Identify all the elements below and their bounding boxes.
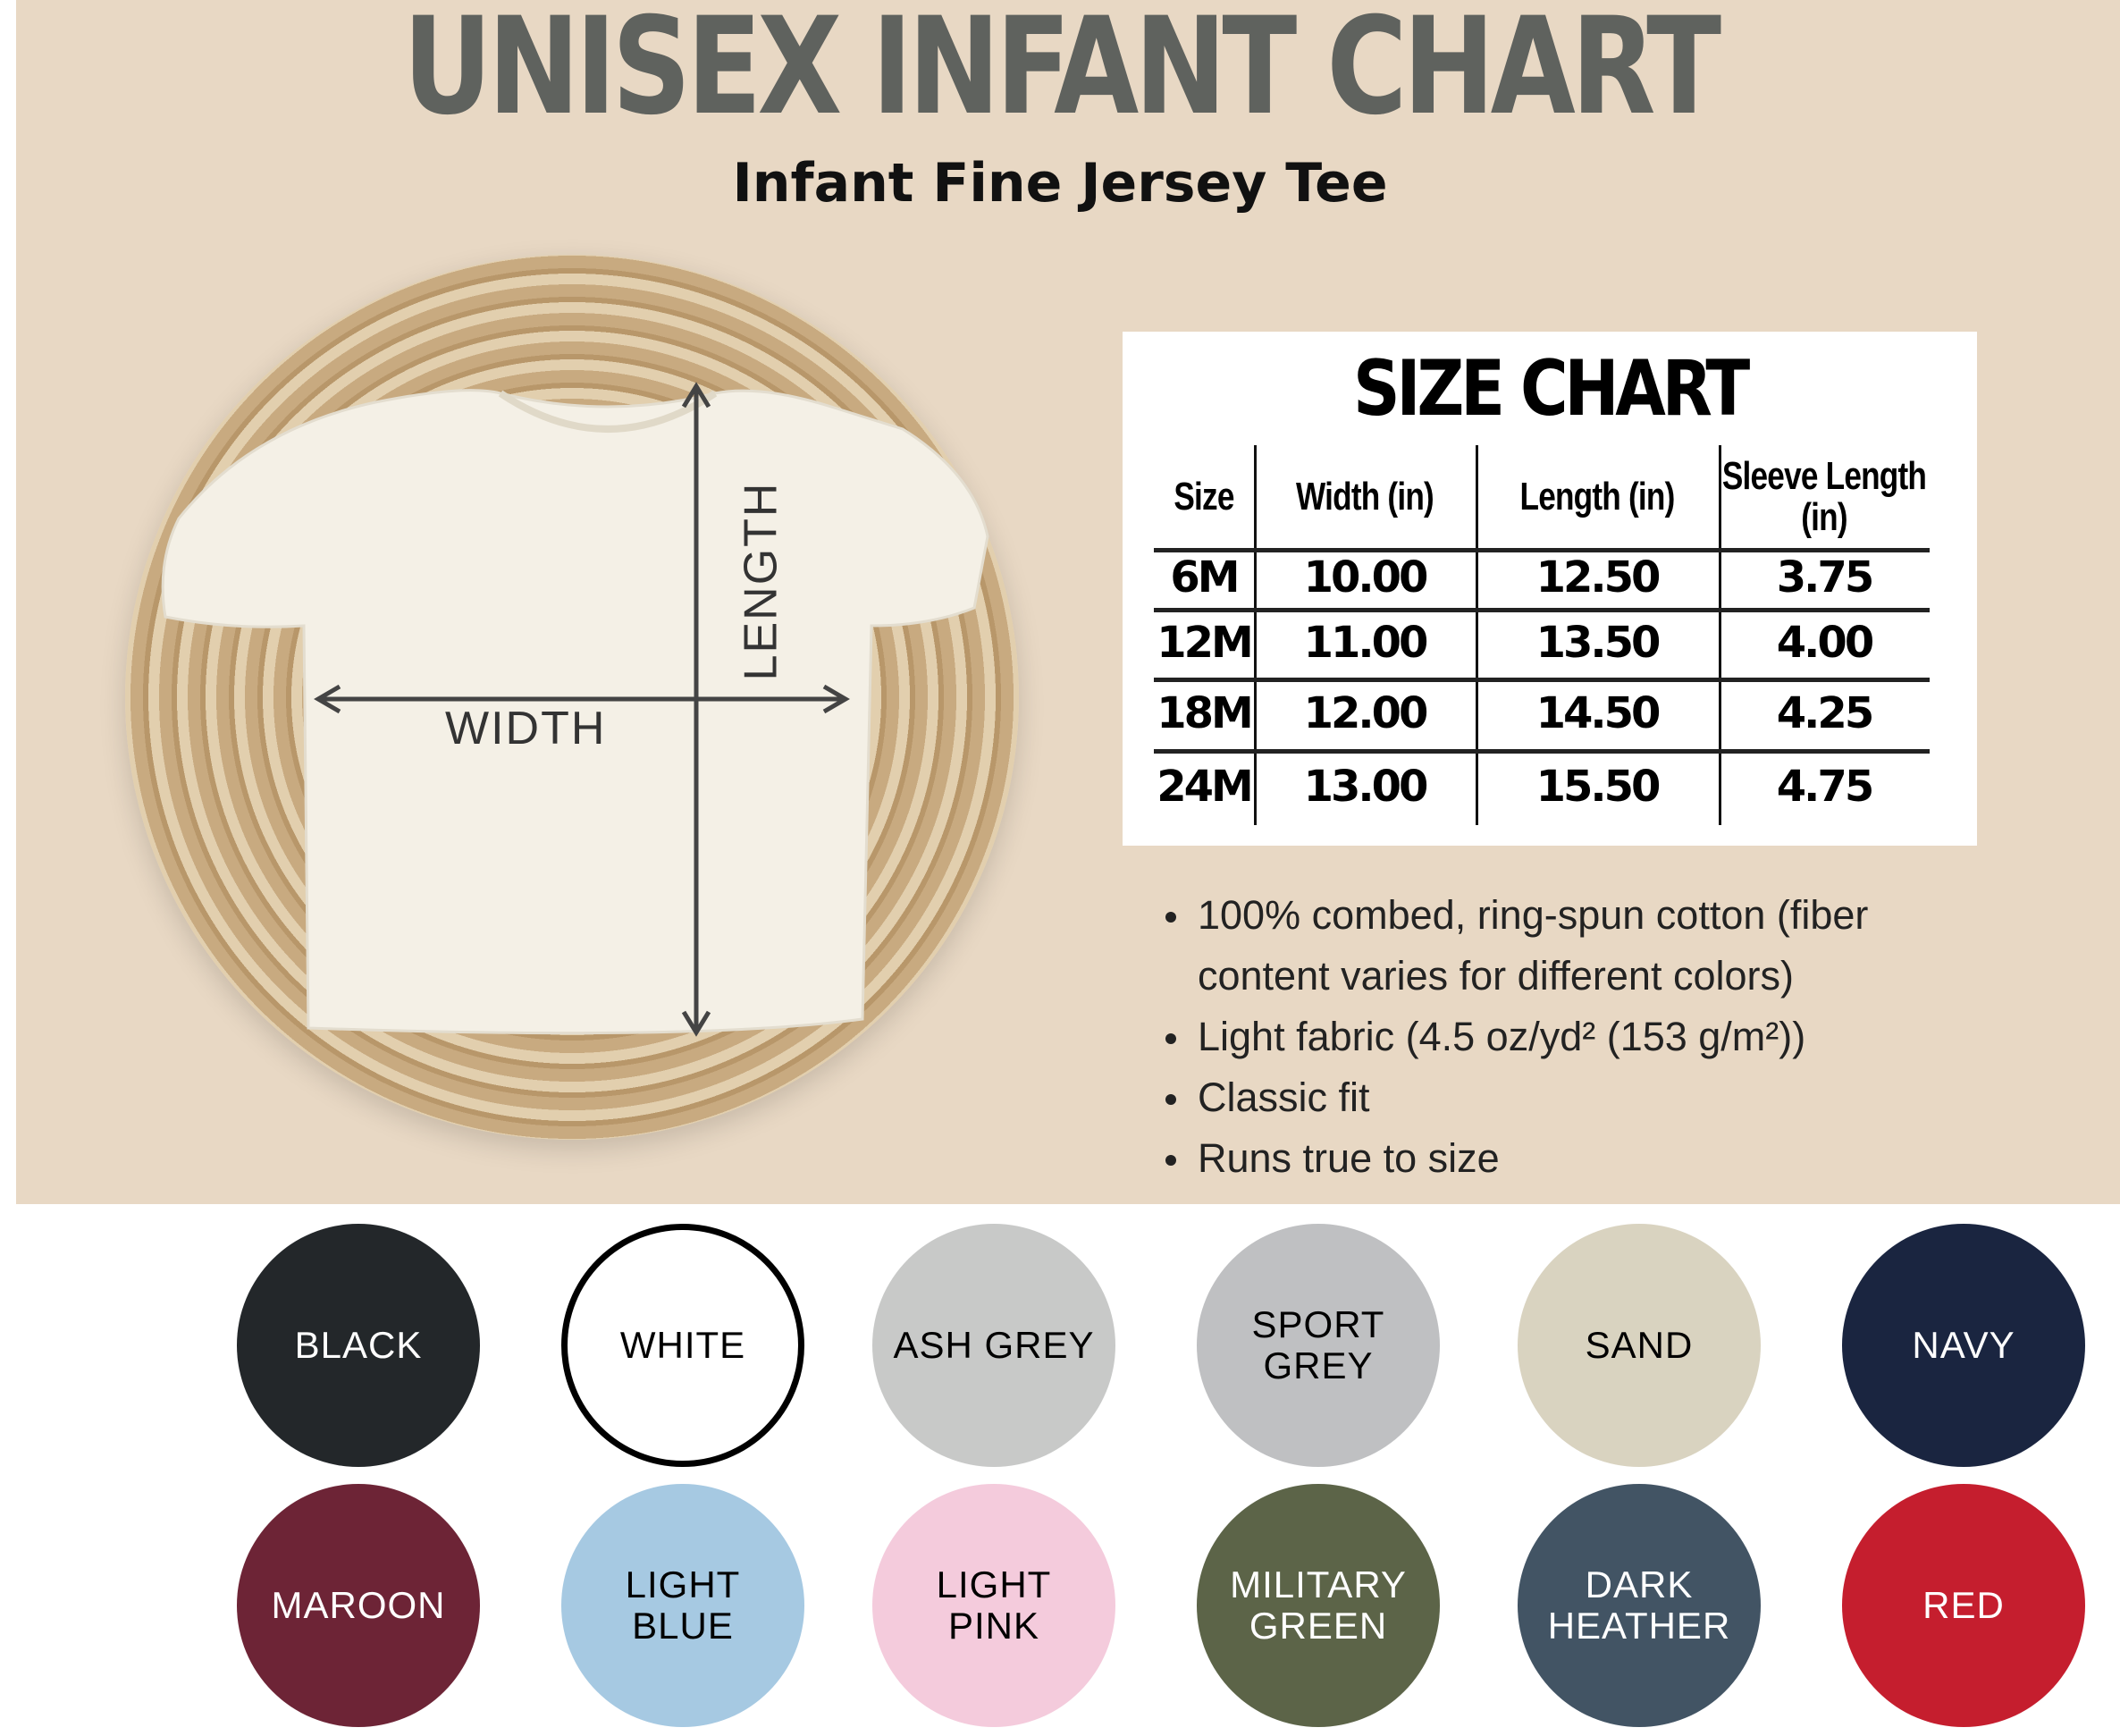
table-header-label: Length (in): [1519, 474, 1675, 518]
color-swatch-black: BLACK: [237, 1224, 480, 1467]
table-column-divider: [1254, 445, 1257, 825]
table-cell: 10.00: [1303, 552, 1429, 603]
width-label: WIDTH: [445, 703, 607, 754]
color-swatch-label: MILITARY GREEN: [1230, 1563, 1407, 1647]
size-chart-title: SIZE CHART: [1352, 344, 1750, 434]
table-row-divider: [1154, 548, 1930, 552]
table-cell: 12M: [1157, 617, 1254, 668]
table-column-divider: [1476, 445, 1478, 825]
color-swatch-label: LIGHT BLUE: [625, 1563, 741, 1647]
table-cell: 3.75: [1776, 552, 1874, 603]
table-row-divider: [1154, 608, 1930, 612]
tshirt-shape: [161, 389, 989, 1035]
color-swatch-label: BLACK: [294, 1324, 423, 1366]
table-cell: 13.00: [1303, 762, 1429, 813]
page-title: UNISEX INFANT CHART: [402, 0, 1721, 145]
table-cell: 13.50: [1535, 617, 1662, 668]
table-header-label: Width (in): [1296, 474, 1434, 518]
width-arrow: [314, 684, 850, 714]
table-cell: 11.00: [1303, 617, 1429, 668]
color-swatch-label: SAND: [1585, 1324, 1694, 1366]
table-header-cell: Size: [1154, 445, 1254, 548]
feature-item: Light fabric (4.5 oz/yd² (153 g/m²)): [1165, 1007, 1966, 1067]
color-swatch-label: RED: [1922, 1584, 2005, 1626]
color-swatch-label: SPORT GREY: [1251, 1303, 1385, 1386]
color-swatch-label: DARK HEATHER: [1547, 1563, 1731, 1647]
table-header-label: Sleeve Length (in): [1721, 453, 1927, 539]
color-swatch-sport-grey: SPORT GREY: [1197, 1224, 1440, 1467]
color-swatch-white: WHITE: [561, 1224, 804, 1467]
table-cell: 4.75: [1776, 762, 1874, 813]
table-row-divider: [1154, 678, 1930, 682]
table-cell: 4.25: [1776, 687, 1874, 738]
feature-item: Runs true to size: [1165, 1128, 1966, 1189]
table-cell: 15.50: [1535, 762, 1662, 813]
table-header-cell: Length (in): [1476, 445, 1719, 548]
color-swatch-label: WHITE: [619, 1324, 746, 1366]
table-header-label: Size: [1174, 474, 1234, 518]
color-swatch-label: NAVY: [1912, 1324, 2015, 1366]
color-swatch-navy: NAVY: [1842, 1224, 2085, 1467]
color-swatch-ash-grey: ASH GREY: [872, 1224, 1115, 1467]
table-cell: 6M: [1170, 552, 1240, 603]
feature-list: 100% combed, ring-spun cotton (fiber con…: [1165, 885, 1966, 1189]
table-cell: 14.50: [1535, 687, 1662, 738]
color-swatch-dark-heather: DARK HEATHER: [1518, 1484, 1761, 1727]
color-swatch-light-blue: LIGHT BLUE: [561, 1484, 804, 1727]
color-swatch-label: LIGHT PINK: [936, 1563, 1052, 1647]
length-label: LENGTH: [735, 481, 787, 681]
color-swatch-sand: SAND: [1518, 1224, 1761, 1467]
feature-item: 100% combed, ring-spun cotton (fiber con…: [1165, 885, 1966, 1007]
color-swatch-label: MAROON: [271, 1584, 446, 1626]
table-column-divider: [1719, 445, 1721, 825]
table-header-cell: Width (in): [1254, 445, 1476, 548]
color-swatch-red: RED: [1842, 1484, 2085, 1727]
color-swatch-military-green: MILITARY GREEN: [1197, 1484, 1440, 1727]
table-cell: 24M: [1157, 762, 1254, 813]
table-header-cell: Sleeve Length (in): [1719, 445, 1930, 548]
table-cell: 12.50: [1535, 552, 1662, 603]
length-arrow: [681, 382, 711, 1037]
table-cell: 4.00: [1776, 617, 1874, 668]
feature-item: Classic fit: [1165, 1067, 1966, 1128]
color-swatch-light-pink: LIGHT PINK: [872, 1484, 1115, 1727]
table-row-divider: [1154, 749, 1930, 754]
color-swatch-label: ASH GREY: [893, 1324, 1095, 1366]
page-subtitle: Infant Fine Jersey Tee: [732, 152, 1388, 215]
table-cell: 18M: [1157, 687, 1254, 738]
size-chart-table: SIZE CHART Size Width (in) Length (in) Slee…: [1123, 332, 1977, 846]
color-swatch-maroon: MAROON: [237, 1484, 480, 1727]
table-cell: 12.00: [1303, 687, 1429, 738]
tshirt-collar: [498, 390, 718, 433]
tshirt-diagram: [161, 382, 989, 1037]
